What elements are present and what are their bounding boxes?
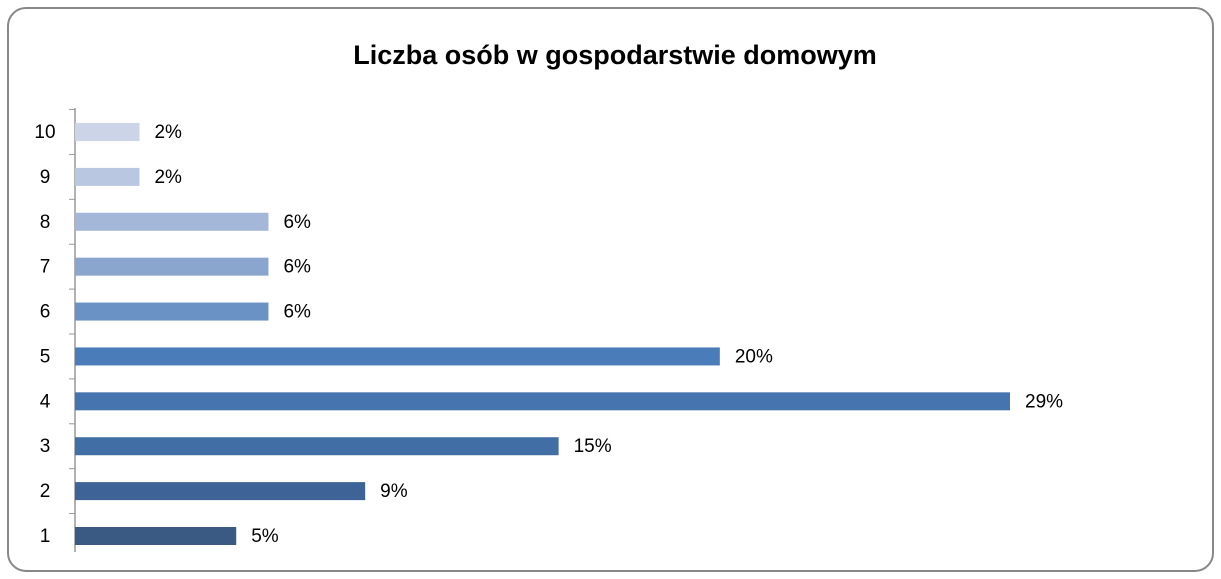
data-label: 9% (380, 481, 408, 502)
y-tick-label: 4 (40, 391, 51, 412)
chart-title: Liczba osób w gospodarstwie domowym (353, 40, 877, 70)
y-tick-label: 9 (40, 167, 51, 188)
bar (75, 257, 269, 276)
data-label: 29% (1025, 391, 1063, 412)
bar (75, 482, 366, 501)
bar (75, 527, 237, 545)
data-label: 6% (283, 212, 311, 233)
data-label: 2% (154, 167, 182, 188)
bar (75, 167, 140, 186)
data-label: 20% (735, 346, 773, 367)
y-tick-label: 8 (40, 212, 51, 233)
bar (75, 392, 1010, 411)
y-tick-label: 1 (40, 526, 51, 547)
bar (75, 437, 559, 456)
data-label: 15% (574, 436, 612, 457)
data-label: 2% (154, 122, 182, 143)
y-tick-label: 2 (40, 481, 51, 502)
bar (75, 302, 269, 321)
data-label: 5% (251, 526, 279, 547)
y-tick-label: 5 (40, 346, 51, 367)
bar (75, 123, 140, 141)
y-tick-label: 3 (40, 436, 51, 457)
bar (75, 212, 269, 231)
y-tick-label: 10 (34, 122, 55, 143)
data-label: 6% (283, 302, 311, 323)
data-label: 6% (283, 257, 311, 278)
bar (75, 347, 720, 366)
y-tick-label: 6 (40, 302, 51, 323)
chart-frame (7, 7, 1214, 572)
y-tick-label: 7 (40, 257, 51, 278)
